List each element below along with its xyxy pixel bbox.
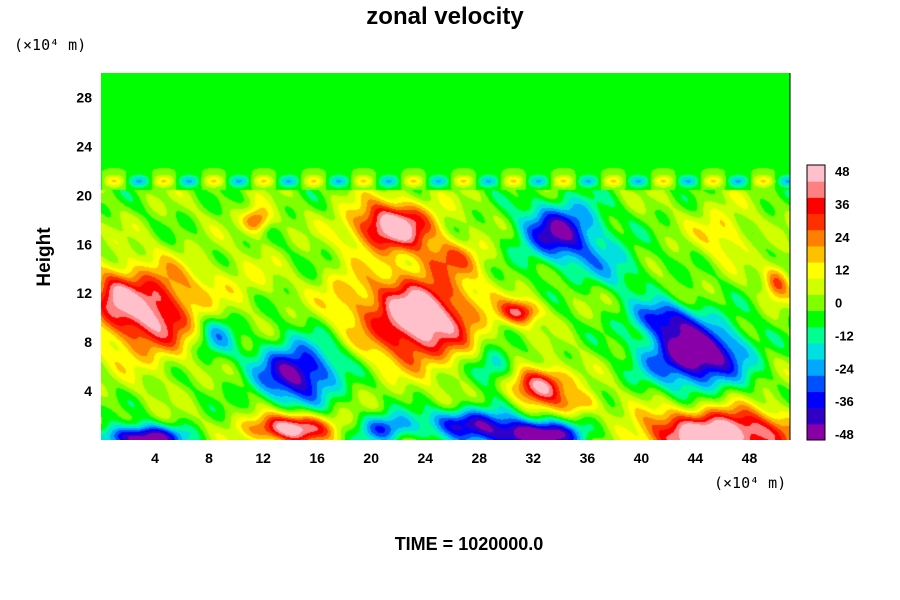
colorbar-swatch [807, 229, 825, 247]
colorbar-swatch [807, 262, 825, 279]
colorbar-swatch [807, 165, 825, 182]
colorbar-swatch [807, 310, 825, 328]
x-tick-label: 48 [742, 450, 758, 466]
y-tick-label: 16 [76, 236, 92, 252]
time-label: TIME = 1020000.0 [395, 534, 544, 554]
colorbar-tick-label: -12 [835, 328, 854, 343]
colorbar-swatch [807, 342, 825, 360]
colorbar-swatch [807, 197, 825, 215]
y-axis-label: Height [34, 227, 55, 287]
colorbar-tick-label: -36 [835, 394, 854, 409]
colorbar-swatch [807, 391, 825, 409]
heatmap-field [101, 73, 790, 440]
chart-title: zonal velocity [366, 3, 524, 30]
x-axis-ticks: 4 8 12 16 20 24 28 32 36 40 44 48 [151, 450, 757, 466]
colorbar-tick-label: 0 [835, 296, 842, 311]
y-tick-label: 28 [76, 89, 92, 105]
x-tick-label: 16 [309, 450, 325, 466]
x-tick-label: 20 [363, 450, 379, 466]
y-tick-label: 4 [84, 383, 92, 399]
colorbar-swatch [807, 294, 825, 312]
y-axis-ticks: 4 8 12 16 20 24 28 [76, 89, 92, 399]
colorbar-swatch [807, 181, 825, 198]
y-tick-label: 24 [76, 138, 92, 154]
colorbar-swatch [807, 326, 825, 344]
colorbar-tick-label: 24 [835, 230, 850, 245]
colorbar-tick-label: 48 [835, 164, 849, 179]
colorbar-swatch [807, 213, 825, 231]
x-tick-label: 8 [205, 450, 213, 466]
colorbar-tick-label: 36 [835, 197, 849, 212]
y-tick-label: 8 [84, 334, 92, 350]
colorbar-swatch [807, 245, 825, 263]
colorbar-tick-label: -48 [835, 427, 854, 442]
x-tick-label: 32 [526, 450, 542, 466]
colorbar-frame [806, 164, 826, 441]
x-tick-label: 40 [634, 450, 650, 466]
colorbar-swatch [807, 423, 825, 441]
x-tick-label: 36 [580, 450, 596, 466]
x-tick-label: 44 [688, 450, 704, 466]
x-tick-label: 4 [151, 450, 159, 466]
x-tick-label: 24 [417, 450, 433, 466]
plot-area [101, 73, 791, 440]
colorbar-swatch [807, 278, 825, 295]
colorbar-swatch [807, 359, 825, 376]
y-tick-label: 20 [76, 187, 92, 203]
colorbar: 48 36 24 12 0 -12 -24 -36 -48 [806, 164, 855, 442]
x-tick-label: 28 [471, 450, 487, 466]
colorbar-tick-label: 12 [835, 263, 849, 278]
y-tick-label: 12 [76, 285, 92, 301]
colorbar-swatch [807, 375, 825, 392]
colorbar-swatch [807, 407, 825, 425]
y-axis-unit-label: (×10⁴ m) [14, 36, 86, 54]
x-tick-label: 12 [255, 450, 271, 466]
x-axis-unit-label: (×10⁴ m) [714, 474, 786, 492]
colorbar-tick-label: -24 [835, 361, 855, 376]
